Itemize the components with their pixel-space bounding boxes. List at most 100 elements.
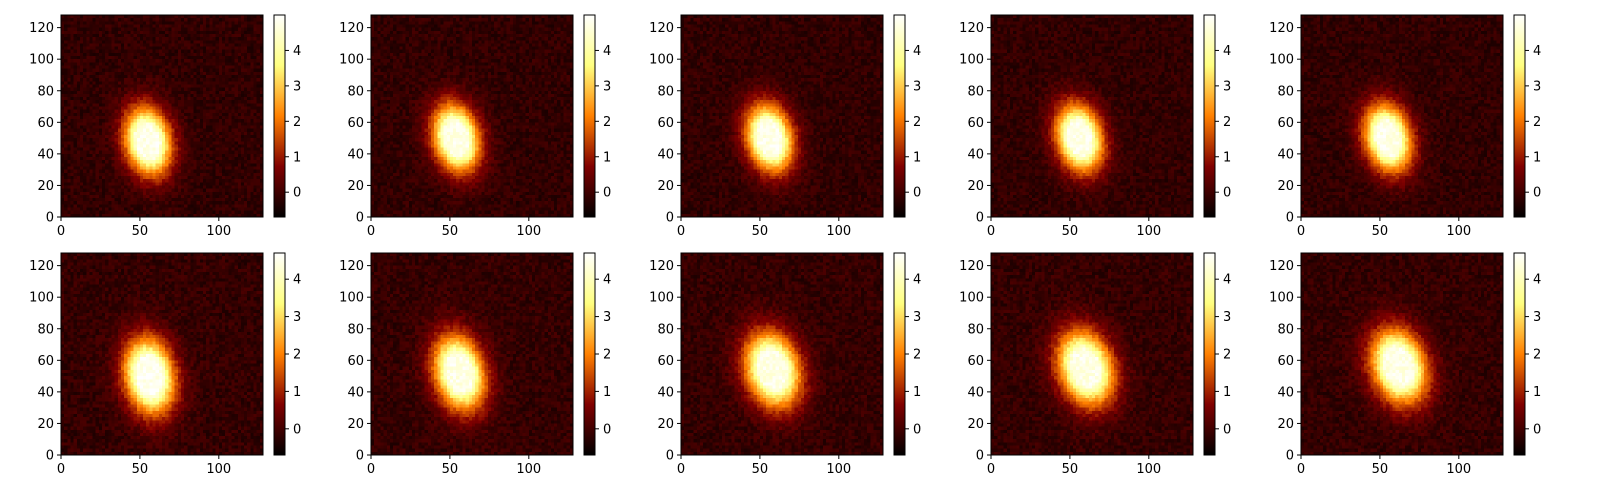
y-tick-label: 120 (1269, 259, 1294, 274)
y-tick-label: 60 (1277, 354, 1294, 369)
colorbar (1513, 14, 1526, 218)
axes-frame (370, 14, 574, 218)
x-tick-label: 100 (206, 224, 231, 239)
heatmap-image (681, 15, 883, 217)
heatmap-image (991, 253, 1193, 455)
colorbar-tick-label: 3 (1533, 79, 1541, 94)
x-tick-label: 50 (1062, 462, 1079, 477)
colorbar-tick-label: 1 (913, 385, 921, 400)
colorbar-tick-label: 4 (913, 273, 921, 288)
colorbar-tick-label: 4 (603, 273, 611, 288)
axes-frame (990, 252, 1194, 456)
colorbar-tick-label: 4 (603, 44, 611, 59)
y-tick-label: 40 (37, 385, 54, 400)
y-tick-label: 20 (37, 417, 54, 432)
colorbar-tick-label: 1 (603, 385, 611, 400)
heatmap-image (61, 253, 263, 455)
y-tick-label: 20 (1277, 417, 1294, 432)
colorbar-tick-label: 4 (293, 44, 301, 59)
y-tick-label: 100 (959, 291, 984, 306)
colorbar-tick-label: 2 (1533, 115, 1541, 130)
y-tick-label: 20 (657, 417, 674, 432)
axes-frame (1300, 252, 1504, 456)
y-tick-label: 100 (339, 53, 364, 68)
colorbar-tick-label: 4 (293, 273, 301, 288)
y-tick-label: 60 (37, 354, 54, 369)
colorbar-tick-label: 0 (1533, 422, 1541, 437)
panel-r2-c1: 0 50 100 0 20 40 60 80 100 120 0 1 2 3 4 (29, 252, 301, 477)
panel-r2-c5: 0 50 100 0 20 40 60 80 100 120 0 1 2 3 4 (1269, 252, 1541, 477)
x-tick-label: 0 (987, 224, 995, 239)
y-tick-label: 80 (657, 84, 674, 99)
colorbar-tick-label: 2 (603, 115, 611, 130)
x-tick-label: 50 (752, 462, 769, 477)
x-tick-label: 100 (1136, 462, 1161, 477)
y-tick-label: 80 (1277, 84, 1294, 99)
y-tick-label: 40 (967, 385, 984, 400)
colorbar-tick-label: 1 (1223, 385, 1231, 400)
colorbar (1513, 252, 1526, 456)
y-tick-label: 40 (347, 147, 364, 162)
y-tick-label: 0 (356, 211, 364, 226)
colorbar-tick-label: 1 (603, 150, 611, 165)
colorbar-tick-label: 0 (913, 186, 921, 201)
panel-r1-c3: 0 50 100 0 20 40 60 80 100 120 0 1 2 3 4 (649, 14, 921, 239)
y-tick-label: 120 (339, 21, 364, 36)
heatmap-image (1301, 253, 1503, 455)
axes-frame (60, 14, 264, 218)
y-tick-label: 60 (347, 116, 364, 131)
y-tick-label: 80 (967, 84, 984, 99)
colorbar (583, 14, 596, 218)
y-tick-label: 80 (37, 84, 54, 99)
x-tick-label: 0 (677, 224, 685, 239)
colorbar-tick-label: 0 (293, 186, 301, 201)
colorbar-tick-label: 4 (1533, 44, 1541, 59)
y-tick-label: 120 (1269, 21, 1294, 36)
x-tick-label: 50 (1372, 224, 1389, 239)
colorbar (893, 14, 906, 218)
colorbar-tick-label: 4 (1223, 273, 1231, 288)
y-tick-label: 60 (967, 116, 984, 131)
axes-frame (680, 252, 884, 456)
y-tick-label: 0 (46, 449, 54, 464)
y-tick-label: 100 (649, 291, 674, 306)
x-tick-label: 100 (1446, 224, 1471, 239)
y-tick-label: 80 (657, 322, 674, 337)
y-tick-label: 20 (657, 179, 674, 194)
colorbar-tick-label: 2 (1533, 348, 1541, 363)
y-tick-label: 20 (967, 417, 984, 432)
y-tick-label: 40 (967, 147, 984, 162)
y-tick-label: 100 (649, 53, 674, 68)
x-tick-label: 50 (442, 224, 459, 239)
colorbar (583, 252, 596, 456)
colorbar-tick-label: 0 (1533, 186, 1541, 201)
colorbar-tick-label: 1 (1533, 150, 1541, 165)
colorbar-tick-label: 1 (1223, 150, 1231, 165)
axes-frame (60, 252, 264, 456)
y-tick-label: 0 (1286, 211, 1294, 226)
x-tick-label: 100 (206, 462, 231, 477)
x-tick-label: 50 (132, 224, 149, 239)
colorbar-tick-label: 3 (293, 79, 301, 94)
y-tick-label: 40 (657, 385, 674, 400)
x-tick-label: 100 (516, 462, 541, 477)
heatmap-image (371, 253, 573, 455)
panel-r2-c2: 0 50 100 0 20 40 60 80 100 120 0 1 2 3 4 (339, 252, 611, 477)
y-tick-label: 40 (1277, 147, 1294, 162)
axes-frame (990, 14, 1194, 218)
colorbar-tick-label: 1 (293, 385, 301, 400)
y-tick-label: 0 (356, 449, 364, 464)
colorbar-tick-label: 0 (603, 186, 611, 201)
colorbar-tick-label: 2 (913, 348, 921, 363)
y-tick-label: 60 (1277, 116, 1294, 131)
panel-r2-c3: 0 50 100 0 20 40 60 80 100 120 0 1 2 3 4 (649, 252, 921, 477)
colorbar-tick-label: 0 (293, 422, 301, 437)
colorbar (1203, 252, 1216, 456)
colorbar-tick-label: 2 (293, 348, 301, 363)
panel-r1-c4: 0 50 100 0 20 40 60 80 100 120 0 1 2 3 4 (959, 14, 1231, 239)
y-tick-label: 80 (37, 322, 54, 337)
y-tick-label: 40 (37, 147, 54, 162)
x-tick-label: 0 (1297, 462, 1305, 477)
